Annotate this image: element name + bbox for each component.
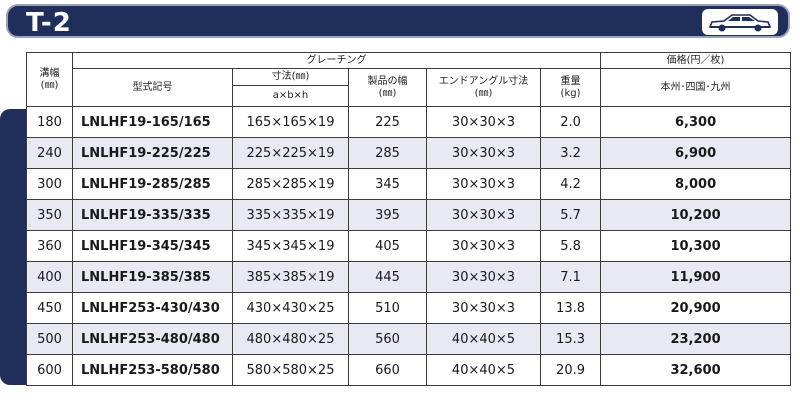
cell-end-angle: 30×30×3 (426, 168, 541, 200)
table-row: 450 LNLHF253-430/430 430×430×25 510 30×30×3 1… (26, 292, 792, 324)
table-code: T-2 (26, 8, 72, 38)
cell-product-width: 395 (348, 199, 427, 231)
cell-weight: 20.9 (539, 354, 602, 386)
cell-model: LNLHF19-225/225 (72, 137, 233, 169)
col-weight: 重量 (kg) (539, 68, 602, 107)
cell-model: LNLHF253-580/580 (72, 354, 233, 386)
cell-dimensions: 480×480×25 (232, 323, 349, 355)
cell-price: 6,900 (600, 137, 792, 169)
cell-dimensions: 345×345×19 (232, 230, 349, 262)
cell-weight: 4.2 (539, 168, 602, 200)
col-price: 価格(円／枚) (600, 52, 792, 69)
table-row: 400 LNLHF19-385/385 385×385×19 445 30×30×3 7.… (26, 261, 792, 293)
cell-model: LNLHF19-285/285 (72, 168, 233, 200)
price-table: 溝幅 (㎜) グレーチング 価格(円／枚) 型式記号 寸法(㎜) 製品の幅 (㎜… (26, 52, 792, 386)
col-region: 本州･四国･九州 (600, 68, 792, 107)
table-row: 350 LNLHF19-335/335 335×335×19 395 30×30×3 5.… (26, 199, 792, 231)
col-dimensions: 寸法(㎜) (232, 68, 349, 86)
cell-product-width: 660 (348, 354, 427, 386)
cell-price: 6,300 (600, 106, 792, 138)
cell-price: 32,600 (600, 354, 792, 386)
cell-end-angle: 30×30×3 (426, 230, 541, 262)
cell-product-width: 345 (348, 168, 427, 200)
cell-model: LNLHF19-335/335 (72, 199, 233, 231)
cell-price: 10,200 (600, 199, 792, 231)
cell-weight: 5.7 (539, 199, 602, 231)
cell-groove: 240 (26, 137, 73, 169)
cell-model: LNLHF19-165/165 (72, 106, 233, 138)
cell-product-width: 285 (348, 137, 427, 169)
cell-dimensions: 580×580×25 (232, 354, 349, 386)
cell-groove: 450 (26, 292, 73, 324)
cell-weight: 5.8 (539, 230, 602, 262)
col-dimensions-sub: a×b×h (232, 85, 349, 107)
table-row: 180 LNLHF19-165/165 165×165×19 225 30×30×3 2.… (26, 106, 792, 138)
cell-groove: 600 (26, 354, 73, 386)
cell-end-angle: 30×30×3 (426, 137, 541, 169)
cell-model: LNLHF253-480/480 (72, 323, 233, 355)
cell-product-width: 560 (348, 323, 427, 355)
cell-weight: 2.0 (539, 106, 602, 138)
cell-end-angle: 30×30×3 (426, 292, 541, 324)
cell-dimensions: 335×335×19 (232, 199, 349, 231)
col-groove-width: 溝幅 (㎜) (26, 52, 73, 107)
cell-product-width: 225 (348, 106, 427, 138)
cell-end-angle: 30×30×3 (426, 199, 541, 231)
col-end-angle: エンドアングル寸法 (㎜) (426, 68, 541, 107)
table-row: 600 LNLHF253-580/580 580×580×25 660 40×40×5 2… (26, 354, 792, 386)
cell-groove: 300 (26, 168, 73, 200)
cell-product-width: 445 (348, 261, 427, 293)
cell-groove: 350 (26, 199, 73, 231)
cell-groove: 180 (26, 106, 73, 138)
cell-dimensions: 165×165×19 (232, 106, 349, 138)
cell-price: 23,200 (600, 323, 792, 355)
cell-end-angle: 30×30×3 (426, 106, 541, 138)
cell-price: 10,300 (600, 230, 792, 262)
cell-product-width: 510 (348, 292, 427, 324)
cell-price: 20,900 (600, 292, 792, 324)
table-row: 240 LNLHF19-225/225 225×225×19 285 30×30×3 3.… (26, 137, 792, 169)
cell-weight: 15.3 (539, 323, 602, 355)
cell-price: 8,000 (600, 168, 792, 200)
cell-dimensions: 430×430×25 (232, 292, 349, 324)
table-row: 300 LNLHF19-285/285 285×285×19 345 30×30×3 4.… (26, 168, 792, 200)
cell-product-width: 405 (348, 230, 427, 262)
cell-model: LNLHF253-430/430 (72, 292, 233, 324)
table-row: 360 LNLHF19-345/345 345×345×19 405 30×30×3 5.… (26, 230, 792, 262)
cell-weight: 3.2 (539, 137, 602, 169)
cell-model: LNLHF19-385/385 (72, 261, 233, 293)
cell-weight: 13.8 (539, 292, 602, 324)
cell-groove: 400 (26, 261, 73, 293)
cell-end-angle: 40×40×5 (426, 354, 541, 386)
cell-end-angle: 30×30×3 (426, 261, 541, 293)
cell-dimensions: 225×225×19 (232, 137, 349, 169)
cell-weight: 7.1 (539, 261, 602, 293)
col-model: 型式記号 (72, 68, 233, 107)
cell-end-angle: 40×40×5 (426, 323, 541, 355)
cell-groove: 500 (26, 323, 73, 355)
cell-price: 11,900 (600, 261, 792, 293)
side-accent (0, 109, 26, 385)
title-bar: T-2 (6, 4, 790, 38)
col-grating: グレーチング (71, 52, 602, 69)
cell-dimensions: 285×285×19 (232, 168, 349, 200)
cell-groove: 360 (26, 230, 73, 262)
car-icon (702, 9, 778, 35)
cell-dimensions: 385×385×19 (232, 261, 349, 293)
table-row: 500 LNLHF253-480/480 480×480×25 560 40×40×5 1… (26, 323, 792, 355)
cell-model: LNLHF19-345/345 (72, 230, 233, 262)
col-product-width: 製品の幅 (㎜) (348, 68, 427, 107)
